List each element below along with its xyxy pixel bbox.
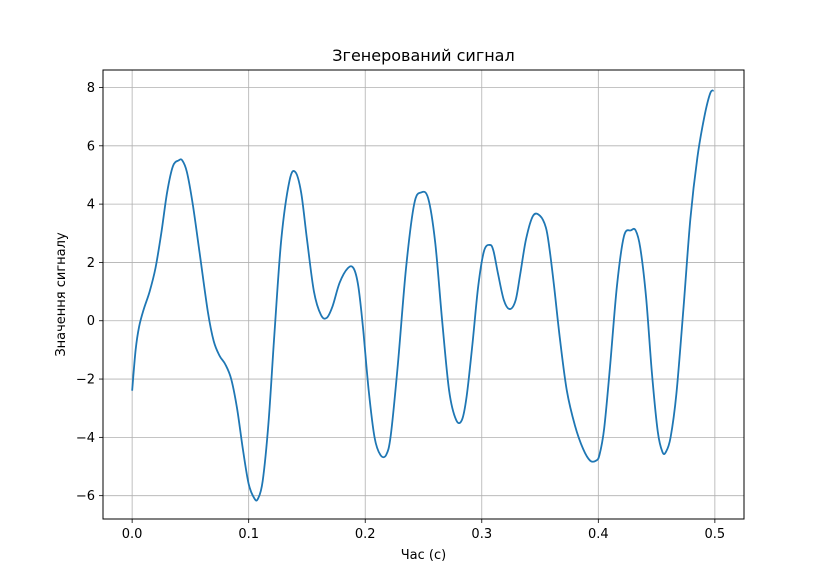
grid [103, 70, 744, 519]
y-tick-label: 6 [87, 139, 95, 154]
y-axis-label: Значення сигналу [54, 232, 69, 357]
y-tick-label: 2 [87, 256, 95, 271]
x-tick-label: 0.0 [122, 527, 143, 542]
y-tick-label: 8 [87, 81, 95, 96]
y-tick-label: 0 [87, 314, 95, 329]
x-tick-label: 0.5 [705, 527, 726, 542]
chart-title: Згенерований сигнал [332, 46, 514, 65]
ticks: 0.0 0.1 0.2 0.3 0.4 0.5 −6 −4 −2 0 2 4 6 8 [76, 81, 725, 542]
y-tick-label: −2 [76, 373, 95, 388]
signal-line [131, 89, 715, 502]
y-tick-label: 4 [87, 198, 95, 213]
y-tick-label: −4 [76, 431, 95, 446]
x-tick-label: 0.2 [355, 527, 376, 542]
series-layer [131, 89, 715, 502]
plot-frame [102, 69, 745, 520]
x-tick-label: 0.3 [471, 527, 492, 542]
y-tick-label: −6 [76, 489, 95, 504]
x-axis-label: Час (с) [401, 548, 446, 563]
x-tick-label: 0.1 [238, 527, 259, 542]
x-tick-label: 0.4 [588, 527, 609, 542]
